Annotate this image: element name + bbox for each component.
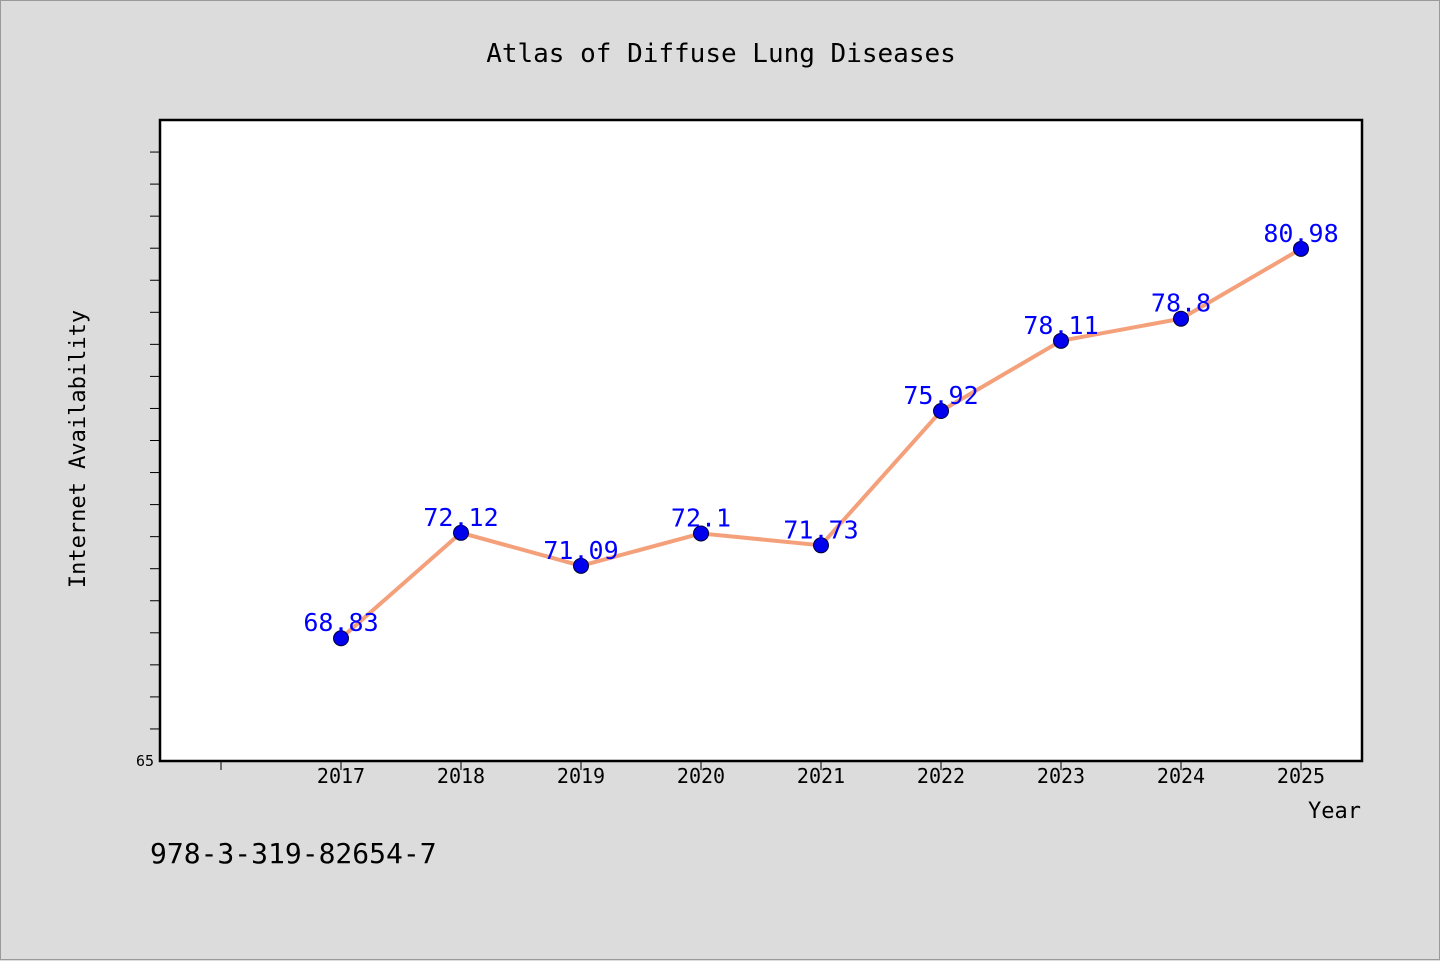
x-axis-ticks: 2017 2018 2019 2020 2021 2022 2023 2024 2025 <box>220 761 1325 788</box>
data-point <box>453 524 469 541</box>
data-label: 71.09 <box>543 536 618 565</box>
data-label: 78.8 <box>1151 289 1211 318</box>
y-axis-ticks: 65 <box>136 151 160 770</box>
chart-title: Atlas of Diffuse Lung Diseases <box>486 39 956 69</box>
x-tick-label: 2018 <box>437 764 485 788</box>
data-label: 72.12 <box>423 503 498 532</box>
x-tick-label: 2017 <box>317 764 365 788</box>
x-tick-label: 2023 <box>1037 764 1085 788</box>
data-point <box>573 557 589 574</box>
data-point <box>813 537 829 554</box>
data-label: 68.83 <box>303 608 378 637</box>
data-labels: 68.83 72.12 71.09 72.1 71.73 75.92 78.11 78.8 80… <box>303 219 1338 637</box>
x-tick-label: 2019 <box>557 764 605 788</box>
x-tick-label: 2020 <box>677 764 725 788</box>
x-tick-label: 2021 <box>797 764 845 788</box>
y-tick-label: 65 <box>136 752 154 770</box>
data-point <box>1053 332 1069 349</box>
data-point <box>1173 310 1189 327</box>
data-label: 78.11 <box>1023 311 1098 340</box>
x-tick-label: 2022 <box>917 764 965 788</box>
x-tick-label: 2025 <box>1277 764 1325 788</box>
data-label: 71.73 <box>783 515 858 544</box>
x-tick-label: 2024 <box>1157 764 1205 788</box>
data-label: 80.98 <box>1263 219 1338 248</box>
data-point <box>933 403 949 420</box>
data-points <box>333 240 1309 647</box>
y-axis-label: Internet Availability <box>66 310 91 588</box>
isbn-text: 978-3-319-82654-7 <box>150 837 437 870</box>
x-axis-label: Year <box>1308 799 1361 824</box>
data-point <box>693 525 709 542</box>
data-label: 72.1 <box>671 503 731 532</box>
data-point <box>1293 240 1309 257</box>
data-point <box>333 630 349 647</box>
plot-area <box>158 118 1364 763</box>
data-label: 75.92 <box>903 381 978 410</box>
